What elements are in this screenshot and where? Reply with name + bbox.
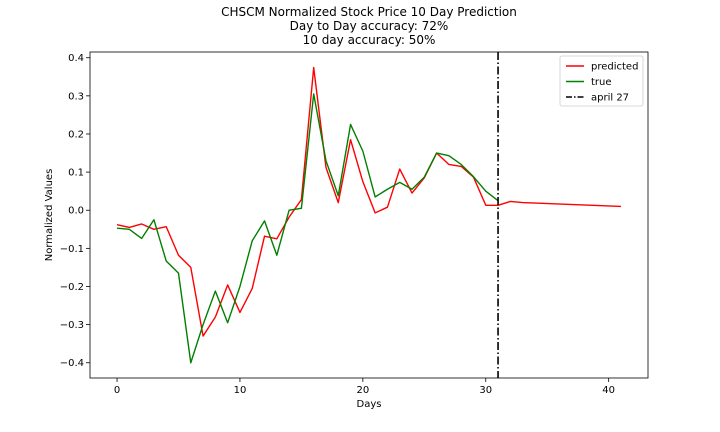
x-axis-label: Days [357, 399, 382, 410]
plot-lines [116, 52, 621, 378]
title-line-3: 10 day accuracy: 50% [303, 33, 436, 47]
y-tick-label: 0.2 [68, 129, 84, 140]
y-tick-label: −0.4 [60, 358, 84, 369]
y-tick-label: −0.1 [60, 244, 84, 255]
x-tick-label: 30 [479, 385, 492, 396]
legend-box [559, 55, 644, 107]
y-tick-label: −0.3 [60, 320, 84, 331]
title-line-1: CHSCM Normalized Stock Price 10 Day Pred… [221, 5, 517, 19]
series-true-line [116, 93, 499, 364]
y-tick-label: −0.2 [60, 282, 84, 293]
legend: predicted true april 27 [559, 55, 644, 107]
x-tick-label: 0 [114, 385, 120, 396]
y-tick-label: 0.0 [68, 206, 84, 217]
x-tick-label: 40 [602, 385, 615, 396]
axis-ticks: 0 10 20 30 40 −0.4 −0.3 −0.2 −0.1 0.0 0.1 0.2 0.3 0.4 [60, 53, 615, 396]
plot-frame [89, 51, 649, 379]
y-tick-label: 0.3 [68, 91, 84, 102]
y-axis-label: Normalized Values [44, 169, 55, 262]
legend-label: predicted [591, 62, 638, 73]
x-tick-label: 10 [234, 385, 247, 396]
y-tick-label: 0.1 [68, 168, 84, 179]
series-predicted-line [116, 66, 621, 337]
chart-title: CHSCM Normalized Stock Price 10 Day Pred… [221, 5, 517, 47]
legend-label: april 27 [591, 93, 629, 104]
x-tick-label: 20 [356, 385, 369, 396]
title-line-2: Day to Day accuracy: 72% [290, 19, 449, 33]
y-tick-label: 0.4 [68, 53, 84, 64]
legend-label: true [591, 77, 612, 88]
